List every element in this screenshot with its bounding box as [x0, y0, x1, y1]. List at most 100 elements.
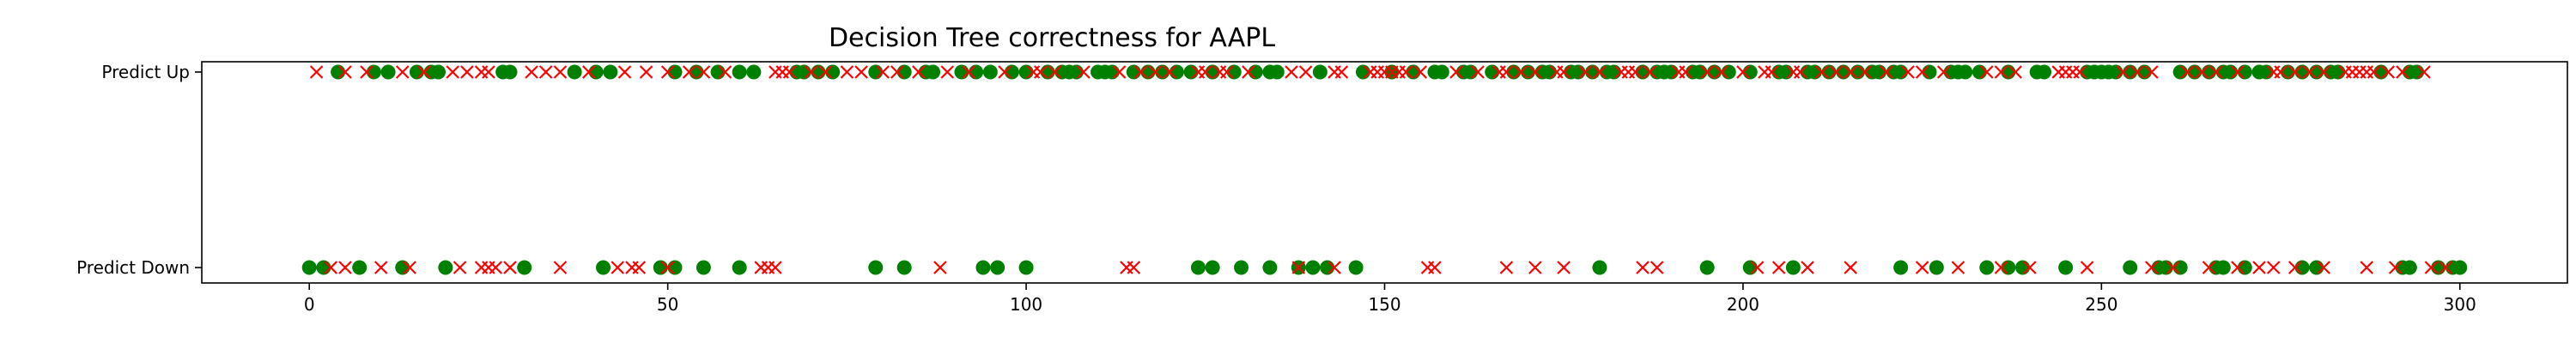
correct-point	[896, 260, 912, 275]
incorrect-point	[2231, 65, 2245, 79]
incorrect-point	[2317, 261, 2330, 274]
incorrect-point	[1901, 65, 1915, 79]
correct-point	[1018, 64, 1034, 80]
incorrect-point	[489, 261, 503, 274]
incorrect-point	[876, 65, 890, 79]
correct-point	[1707, 64, 1722, 80]
correct-point	[1104, 64, 1120, 80]
incorrect-point	[1771, 261, 1786, 274]
correct-point	[2001, 260, 2016, 275]
x-tick-label: 100	[1010, 294, 1042, 315]
incorrect-point	[2073, 65, 2087, 79]
incorrect-point	[2195, 65, 2209, 79]
incorrect-point	[2209, 65, 2223, 79]
incorrect-point	[2080, 261, 2094, 274]
incorrect-point	[338, 261, 352, 274]
correct-point	[380, 64, 396, 80]
incorrect-point	[840, 65, 854, 79]
incorrect-point	[617, 65, 632, 79]
correct-point	[1169, 64, 1184, 80]
incorrect-point	[2008, 65, 2022, 79]
incorrect-point	[2231, 261, 2245, 274]
incorrect-point	[1033, 65, 1048, 79]
incorrect-point	[2023, 261, 2037, 274]
incorrect-point	[682, 65, 696, 79]
incorrect-point	[2252, 261, 2266, 274]
incorrect-point	[754, 261, 768, 274]
correct-point	[1269, 64, 1285, 80]
incorrect-point	[639, 65, 653, 79]
incorrect-point	[1715, 65, 1728, 79]
incorrect-point	[611, 261, 624, 274]
correct-point	[1785, 260, 1801, 275]
y-tick-label: Predict Up	[101, 62, 190, 82]
correct-point	[2223, 64, 2239, 80]
correct-point	[1922, 64, 1937, 80]
incorrect-point	[1814, 65, 1829, 79]
incorrect-point	[1643, 65, 1657, 79]
correct-point	[2108, 64, 2123, 80]
correct-point	[1778, 64, 1794, 80]
chart-title: Decision Tree correctness for AAPL	[829, 23, 1275, 53]
incorrect-point	[1844, 65, 1857, 79]
correct-point	[2215, 260, 2231, 275]
incorrect-point	[2417, 65, 2431, 79]
incorrect-point	[1528, 65, 1542, 79]
incorrect-point	[1499, 65, 1514, 79]
correct-point	[1692, 64, 1708, 80]
incorrect-point	[1593, 65, 1607, 79]
correct-point	[1971, 64, 1987, 80]
correct-point	[1262, 260, 1278, 275]
incorrect-point	[782, 65, 797, 79]
incorrect-point	[2274, 65, 2287, 79]
incorrect-point	[2317, 65, 2330, 79]
correct-point	[2158, 260, 2173, 275]
incorrect-point	[1979, 65, 1994, 79]
incorrect-point	[2202, 261, 2216, 274]
incorrect-point	[1399, 65, 1413, 79]
correct-point	[975, 260, 991, 275]
incorrect-point	[890, 65, 904, 79]
incorrect-point	[553, 261, 568, 274]
incorrect-point	[2396, 65, 2409, 79]
correct-point	[746, 64, 762, 80]
correct-point	[825, 64, 841, 80]
correct-point	[366, 64, 381, 80]
incorrect-point	[403, 261, 416, 274]
correct-point	[796, 64, 811, 80]
incorrect-point	[1327, 261, 1341, 274]
incorrect-point	[2266, 261, 2281, 274]
incorrect-point	[1829, 65, 1844, 79]
correct-point	[1893, 64, 1909, 80]
correct-point	[2402, 260, 2417, 275]
incorrect-point	[2302, 65, 2317, 79]
incorrect-point	[1514, 65, 1528, 79]
correct-point	[1355, 64, 1370, 80]
incorrect-point	[1133, 65, 1148, 79]
correct-point	[2172, 260, 2188, 275]
incorrect-point	[1428, 261, 1442, 274]
incorrect-point	[2145, 261, 2159, 274]
correct-point	[2202, 64, 2217, 80]
correct-point	[2309, 260, 2324, 275]
correct-point	[1140, 64, 1156, 80]
incorrect-point	[660, 65, 675, 79]
incorrect-point	[2366, 65, 2381, 79]
correct-point	[2258, 64, 2274, 80]
correct-point	[431, 64, 446, 80]
incorrect-point	[1127, 261, 1141, 274]
data-markers	[301, 64, 2468, 275]
correct-point	[1183, 64, 1199, 80]
incorrect-point	[2424, 261, 2439, 274]
incorrect-point	[2130, 65, 2144, 79]
correct-point	[1305, 260, 1321, 275]
correct-point	[990, 260, 1005, 275]
correct-point	[1742, 64, 1758, 80]
incorrect-point	[482, 65, 495, 79]
incorrect-point	[1291, 261, 1306, 274]
correct-point	[868, 260, 884, 275]
correct-point	[868, 64, 884, 80]
x-tick-label: 300	[2444, 294, 2476, 315]
correct-point	[696, 260, 711, 275]
